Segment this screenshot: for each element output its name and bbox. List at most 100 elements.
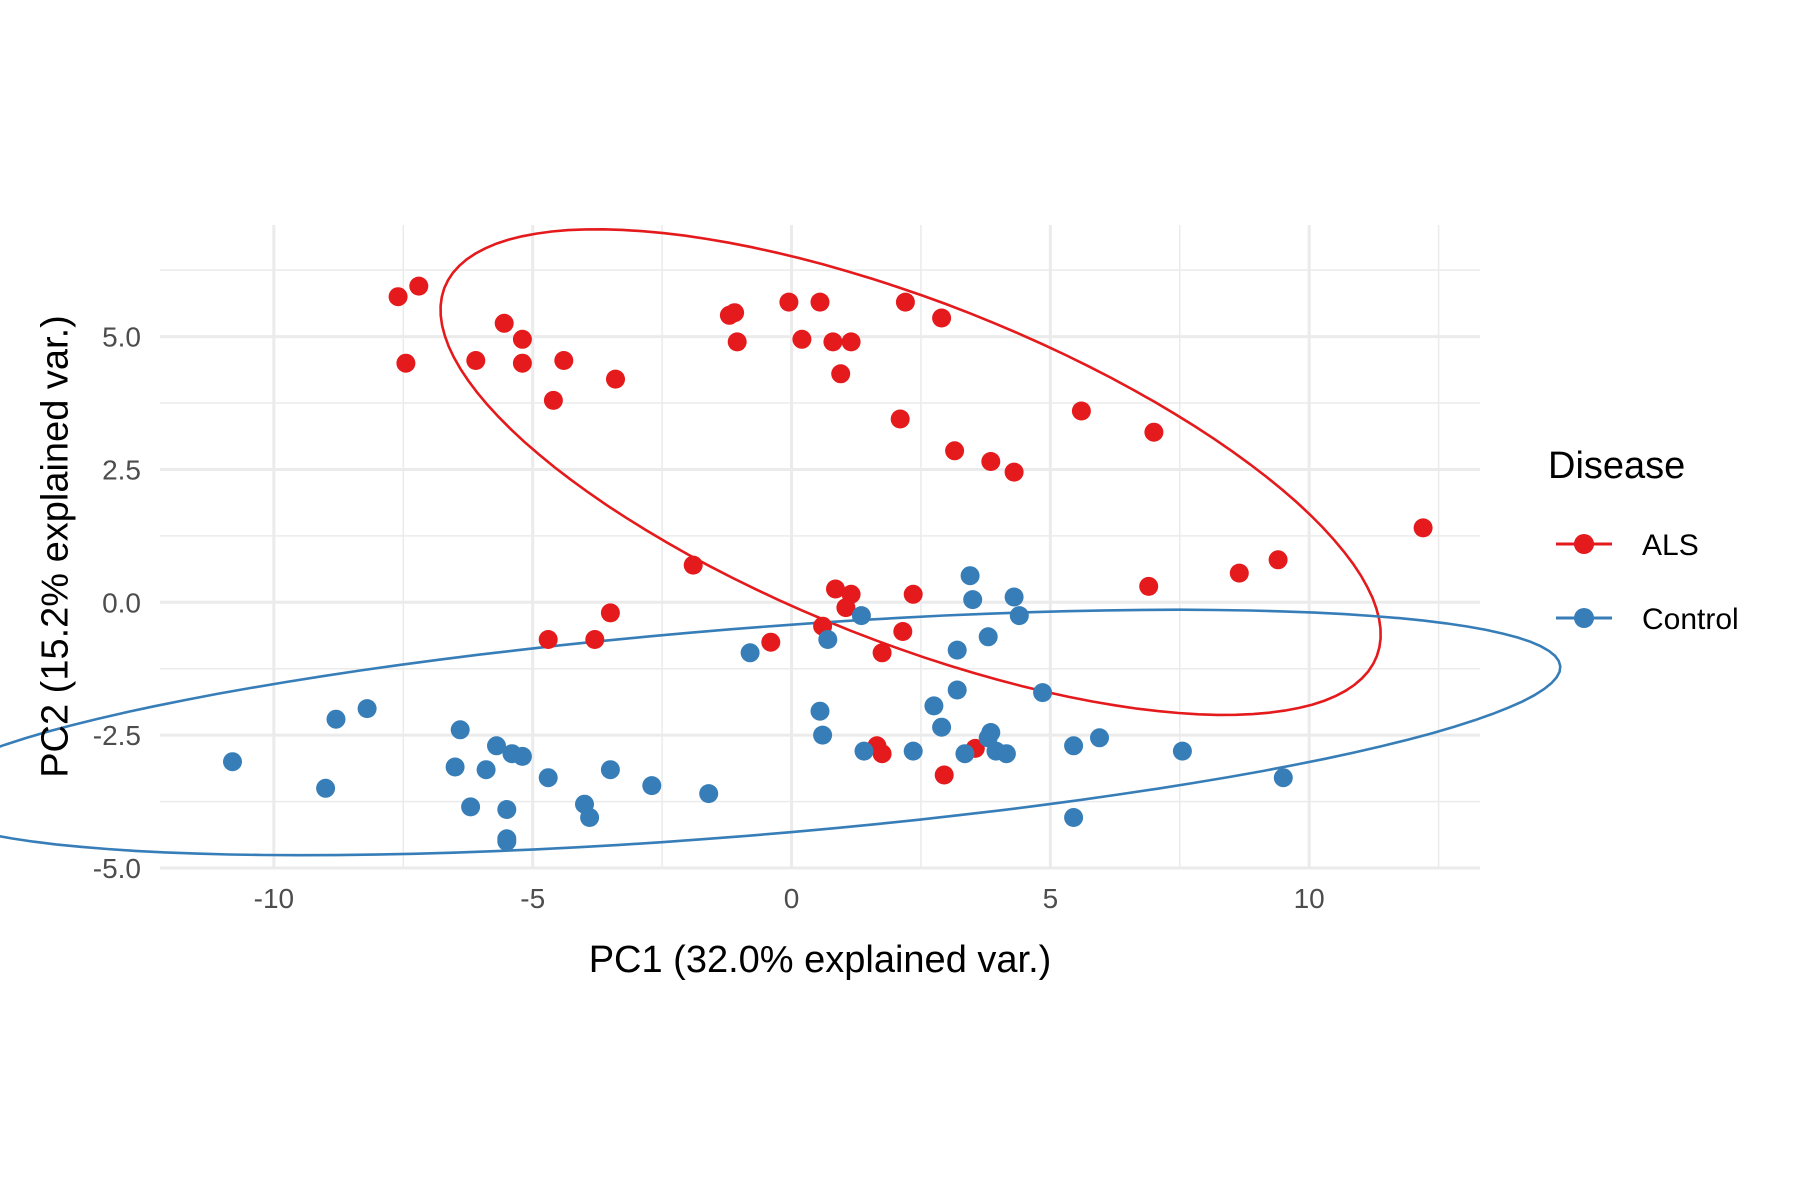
point-als: [872, 643, 892, 663]
point-control: [580, 808, 600, 827]
x-tick-label: 10: [1294, 883, 1325, 914]
x-tick-label: -10: [254, 883, 294, 914]
point-als: [600, 603, 620, 623]
point-als: [725, 303, 745, 323]
point-als: [1004, 462, 1024, 482]
point-als: [1229, 563, 1249, 583]
point-control: [450, 720, 470, 740]
point-als: [890, 409, 910, 429]
x-tick-label: -5: [520, 883, 545, 914]
point-control: [223, 752, 242, 772]
legend-label: ALS: [1642, 529, 1699, 562]
y-tick-label: -2.5: [93, 720, 141, 751]
point-control: [903, 741, 923, 761]
point-control: [1004, 587, 1024, 607]
point-als: [512, 329, 532, 349]
point-control: [476, 760, 496, 780]
point-als: [932, 308, 952, 328]
point-control: [996, 744, 1016, 764]
point-control: [699, 784, 719, 804]
data-points: [223, 276, 1433, 851]
point-control: [642, 776, 662, 796]
confidence-ellipses: [0, 227, 1562, 857]
point-als: [1268, 550, 1288, 570]
point-control: [955, 744, 975, 764]
point-als: [934, 765, 954, 785]
point-als: [810, 292, 830, 312]
y-tick-label: 0.0: [102, 587, 141, 618]
point-als: [945, 441, 965, 461]
point-control: [1009, 606, 1029, 626]
point-control: [960, 566, 980, 586]
point-als: [409, 276, 429, 296]
point-als: [1139, 576, 1159, 596]
point-control: [538, 768, 558, 788]
point-control: [810, 701, 830, 721]
point-als: [554, 351, 574, 370]
point-als: [895, 292, 915, 312]
ellipse-control: [0, 608, 1562, 857]
point-control: [1273, 768, 1293, 788]
y-axis-ticks: -5.0 -2.5 0.0 2.5 5.0: [93, 322, 141, 884]
point-control: [1064, 808, 1084, 827]
point-control: [461, 797, 481, 817]
point-control: [854, 741, 874, 761]
point-als: [779, 292, 799, 312]
point-als: [683, 555, 703, 575]
point-als: [466, 351, 486, 370]
point-control: [813, 725, 833, 745]
point-als: [585, 630, 605, 649]
point-control: [487, 736, 506, 756]
point-als: [761, 632, 781, 652]
point-control: [740, 643, 760, 663]
x-axis-ticks: -10 -5 0 5 10: [254, 883, 1325, 914]
point-als: [512, 353, 532, 373]
point-control: [497, 800, 517, 819]
x-axis-title: PC1 (32.0% explained var.): [589, 939, 1052, 981]
point-control: [497, 829, 517, 849]
point-als: [396, 353, 416, 373]
point-control: [1064, 736, 1084, 756]
legend-label: Control: [1642, 603, 1739, 636]
point-control: [851, 606, 871, 626]
point-als: [872, 744, 892, 764]
point-als: [893, 622, 913, 641]
legend-key-point: [1574, 534, 1594, 554]
point-als: [823, 332, 843, 352]
x-tick-label: 5: [1043, 883, 1059, 914]
point-als: [1413, 518, 1433, 538]
legend: Disease ALS Control: [1548, 445, 1739, 636]
point-control: [947, 640, 967, 660]
point-als: [836, 598, 856, 618]
point-control: [818, 630, 838, 649]
y-tick-label: 2.5: [102, 454, 141, 485]
point-control: [512, 746, 532, 766]
y-axis-title: PC2 (15.2% explained var.): [34, 315, 76, 778]
point-als: [727, 332, 747, 352]
point-als: [841, 332, 861, 352]
point-control: [326, 709, 346, 729]
point-control: [1033, 683, 1053, 703]
point-als: [543, 390, 563, 410]
point-als: [606, 369, 625, 389]
legend-title: Disease: [1548, 445, 1685, 487]
point-control: [978, 627, 998, 647]
point-als: [1071, 401, 1091, 421]
point-als: [494, 313, 514, 333]
point-control: [1090, 728, 1109, 748]
point-control: [947, 680, 967, 700]
point-als: [826, 579, 845, 599]
point-control: [316, 778, 336, 798]
ellipse-als: [439, 227, 1382, 717]
point-als: [538, 630, 558, 649]
x-tick-label: 0: [784, 883, 800, 914]
point-control: [981, 723, 1001, 742]
legend-key-point: [1574, 608, 1594, 628]
point-als: [388, 287, 408, 307]
point-als: [1144, 422, 1164, 442]
point-control: [445, 757, 465, 777]
y-tick-label: -5.0: [93, 853, 141, 884]
point-control: [963, 590, 983, 610]
point-als: [831, 364, 851, 384]
